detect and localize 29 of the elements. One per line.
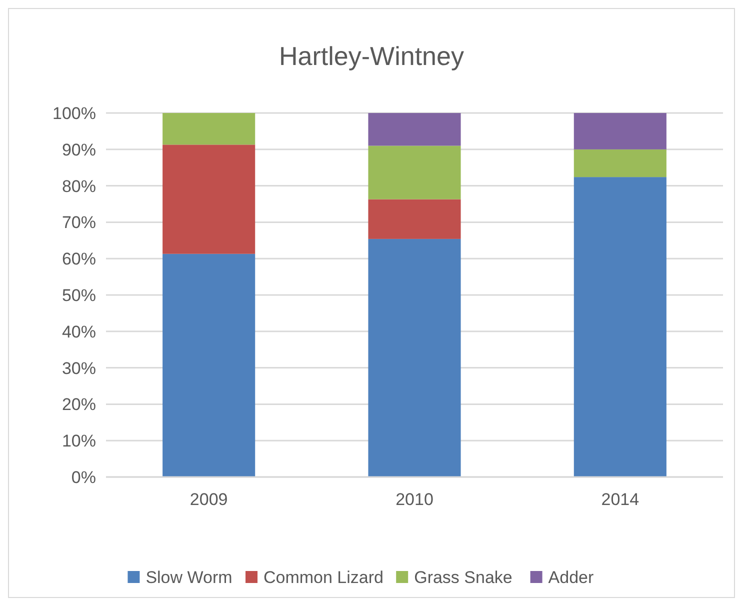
y-tick-label: 30% xyxy=(62,358,96,378)
x-tick-label: 2009 xyxy=(190,490,228,509)
legend-label: Slow Worm xyxy=(146,568,232,587)
y-tick-label: 50% xyxy=(62,286,96,305)
bar xyxy=(574,177,666,477)
x-tick-label: 2010 xyxy=(396,490,434,509)
bar xyxy=(368,146,461,200)
bar xyxy=(162,254,256,477)
legend-label: Grass Snake xyxy=(414,568,512,587)
chart-title: Hartley-Wintney xyxy=(279,41,464,71)
y-tick-label: 0% xyxy=(71,468,96,487)
y-tick-label: 70% xyxy=(62,213,96,232)
bar xyxy=(574,113,666,150)
y-tick-label: 100% xyxy=(52,104,96,123)
y-tick-label: 40% xyxy=(62,322,96,342)
legend-label: Adder xyxy=(548,568,594,587)
y-tick-label: 60% xyxy=(62,250,96,269)
bar xyxy=(162,144,256,254)
bar xyxy=(162,113,256,145)
y-tick-label: 80% xyxy=(62,176,96,196)
y-tick-label: 20% xyxy=(62,395,96,414)
legend-label: Common Lizard xyxy=(264,568,384,587)
x-tick-label: 2014 xyxy=(601,490,640,509)
bar xyxy=(574,149,666,178)
bar xyxy=(368,238,461,477)
bar xyxy=(368,113,461,146)
bar xyxy=(368,199,461,239)
y-tick-label: 90% xyxy=(62,140,96,160)
y-tick-label: 10% xyxy=(62,432,96,451)
